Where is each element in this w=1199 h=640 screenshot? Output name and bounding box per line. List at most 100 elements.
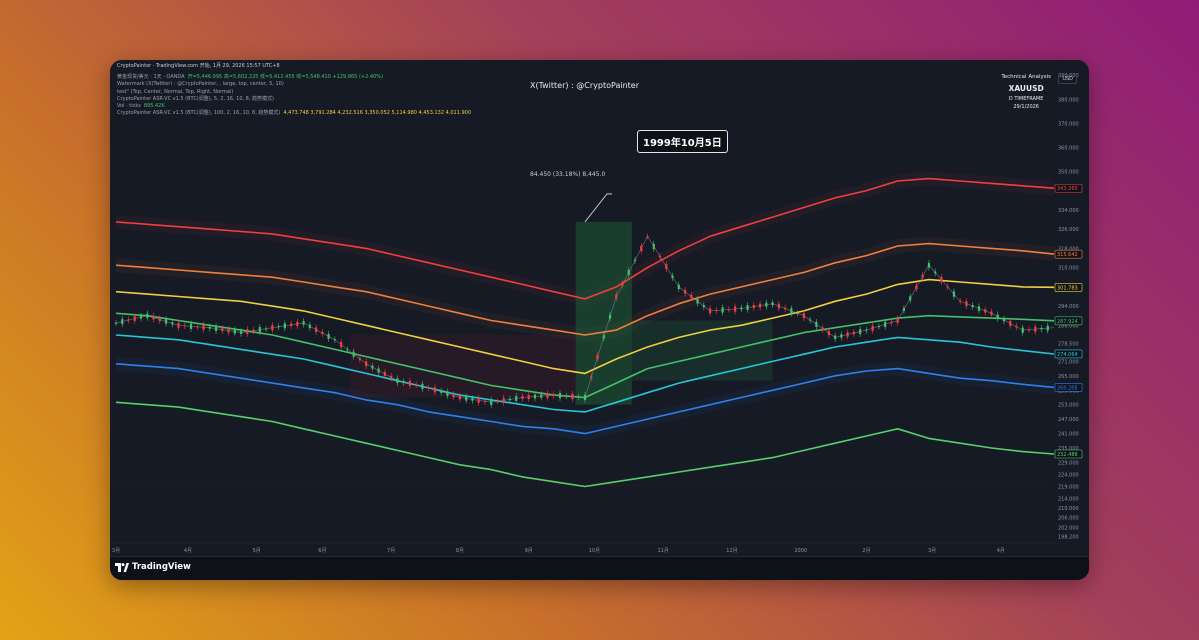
candle-body [408, 380, 412, 387]
candle-body [940, 277, 943, 283]
x-tick-label: 6月 [318, 548, 326, 554]
candle-body [627, 269, 630, 275]
x-tick-label: 4月 [184, 548, 192, 554]
candle-body [558, 393, 562, 399]
legend-row-values: 4,473.748 3,791.284 4,232.516 3,350.052 … [283, 110, 472, 117]
candle-body [289, 323, 293, 327]
candle-body [871, 325, 874, 331]
candle-body [383, 371, 386, 376]
candle-body [196, 326, 199, 328]
candle-body [315, 327, 318, 332]
x-tick-label: 2000 [794, 548, 807, 554]
x-tick-label: 5月 [253, 548, 261, 554]
tradingview-logo-text: TradingView [132, 562, 191, 572]
candle-body [327, 333, 330, 339]
legend-row[interactable]: 黄金现货/美元 · 1天 · OANDA 开=5,446.995 高=5,602.… [117, 74, 471, 81]
legend-row[interactable]: test" (Top, Center, Normal, Top, Right, … [117, 89, 471, 96]
date-label: 29/1/2026 [1013, 104, 1039, 110]
series-value-label: 301.783 [1057, 285, 1078, 291]
candle-body [777, 303, 780, 309]
x-tick-label: 12月 [726, 548, 737, 554]
candle-body [483, 400, 487, 402]
y-tick-label: 326.000 [1058, 227, 1079, 233]
y-tick-label: 278.500 [1058, 341, 1079, 347]
candle-body [446, 391, 449, 396]
symbol-name: XAUUSD [1008, 84, 1044, 93]
tradingview-logo[interactable]: TradingView [115, 562, 191, 572]
series-value-tag [1054, 183, 1083, 193]
series-value-label: 260.205 [1057, 385, 1078, 391]
candle-body [1027, 329, 1031, 331]
candle-body [377, 368, 380, 373]
candle-body [433, 387, 437, 393]
currency-button[interactable]: USD [1058, 74, 1077, 84]
bear-zone [350, 334, 576, 398]
candle-body [727, 309, 730, 311]
candle-body [227, 328, 230, 333]
y-tick-label: 241.000 [1058, 432, 1079, 438]
price-chart[interactable]: 198.200 202.000 206.000 210.000 214.000 219.0… [110, 60, 1089, 557]
measure-label: 84.450 (33.18%) 8,445.0 [530, 171, 606, 178]
candle-body [221, 328, 224, 332]
candle-body [834, 335, 837, 340]
candle-body [202, 324, 205, 330]
chart-header-line: CryptoPainter · TradingView.com 开始, 1月 2… [117, 63, 280, 69]
candle-body [183, 325, 186, 327]
candle-body [909, 296, 912, 301]
legend-row-name: CryptoPainter ASR-VC v1.5 (BTC(调整), 5, 2… [117, 95, 274, 102]
candle-body [1046, 325, 1049, 331]
candle-body [296, 321, 299, 327]
legend-row[interactable]: Watermark (X(Twitter) : @CryptoPainter, … [117, 81, 471, 88]
candle-body [952, 291, 956, 297]
series-line [115, 401, 1055, 488]
candle-body [1009, 320, 1012, 326]
candle-body [959, 300, 962, 302]
y-tick-label: 310.000 [1058, 266, 1079, 272]
y-tick-label: 229.000 [1058, 460, 1079, 466]
candle-body [396, 378, 399, 384]
candle-body [802, 313, 805, 319]
series-value-label: 315.642 [1057, 252, 1078, 258]
candle-body [458, 395, 462, 400]
legend-row-name: Watermark (X(Twitter) : @CryptoPainter, … [117, 81, 284, 88]
series-value-label: 343.265 [1057, 186, 1078, 192]
chart-area[interactable]: 198.200 202.000 206.000 210.000 214.000 219.0… [110, 60, 1089, 557]
candle-body [740, 307, 743, 310]
series-value-tag [1054, 449, 1083, 459]
candle-body [496, 401, 499, 403]
candle-body [515, 396, 518, 401]
y-tick-label: 214.000 [1058, 497, 1079, 503]
candle-body [796, 313, 799, 315]
legend-row[interactable]: CryptoPainter ASR-VC v1.5 (BTC(调整), 100,… [117, 110, 471, 117]
candle-body [465, 396, 468, 401]
candle-body [565, 395, 568, 397]
legend-row-name: CryptoPainter ASR-VC v1.5 (BTC(调整), 100,… [117, 110, 281, 117]
candle-body [633, 259, 637, 262]
y-tick-label: 370.000 [1058, 121, 1079, 127]
y-tick-label: 210.000 [1058, 506, 1079, 512]
candle-body [902, 308, 906, 311]
legend-row[interactable]: CryptoPainter ASR-VC v1.5 (BTC(调整), 5, 2… [117, 96, 471, 103]
candle-body [665, 264, 668, 270]
legend-row[interactable]: Vol · ticks 895.42K [117, 103, 471, 110]
y-tick-label: 360.000 [1058, 145, 1079, 151]
candle-body [171, 322, 174, 325]
candle-body [877, 326, 881, 328]
y-tick-label: 202.000 [1058, 525, 1079, 531]
candle-body [696, 299, 699, 304]
candle-body [890, 321, 893, 324]
candle-body [652, 243, 655, 250]
candle-body [121, 318, 124, 325]
candle-body [164, 319, 168, 324]
candle-body [1034, 326, 1037, 332]
candle-body [646, 236, 649, 238]
series-line [115, 278, 1055, 375]
candle-body [333, 339, 336, 341]
candle-body [146, 313, 149, 318]
candle-body [352, 351, 355, 357]
candle-body [271, 325, 274, 331]
candle-body [690, 294, 693, 299]
candle-body [721, 307, 724, 313]
candle-body [321, 331, 324, 335]
candle-body [765, 302, 768, 307]
